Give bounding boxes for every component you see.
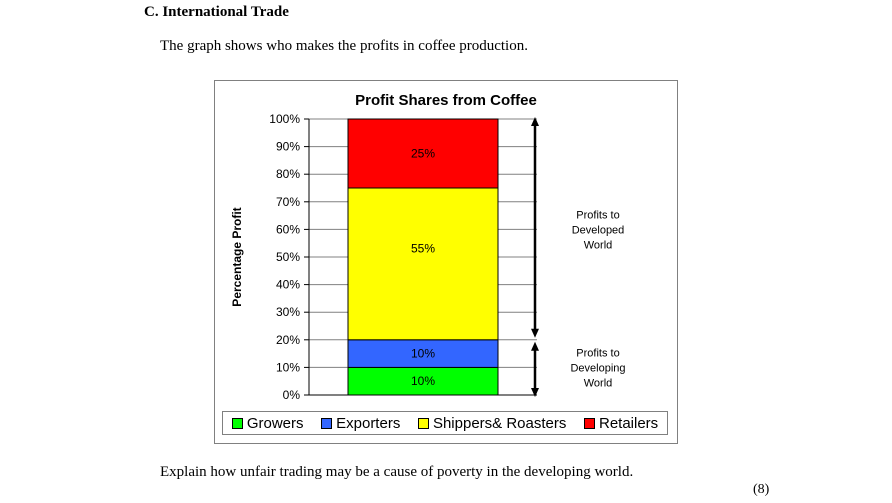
bar-segment-retailers [347, 118, 499, 189]
y-tick-label: 20% [276, 333, 300, 347]
arrow-head [531, 328, 539, 338]
y-tick-label: 80% [276, 167, 300, 181]
y-axis-label: Percentage Profit [230, 207, 244, 306]
y-tick-label: 100% [269, 112, 300, 126]
bar-segment-exporters [347, 339, 499, 368]
legend-item: Retailers [583, 414, 659, 432]
arrow-head [531, 117, 539, 126]
legend-item: Growers [231, 414, 304, 432]
y-tick-label: 40% [276, 278, 300, 292]
legend-swatch [583, 417, 595, 429]
legend-label: Growers [246, 414, 304, 432]
y-tick-label: 90% [276, 140, 300, 154]
annotation-text: World [584, 377, 613, 389]
y-tick-label: 10% [276, 360, 300, 374]
data-label-growers: 10% [411, 374, 435, 388]
legend-swatch [231, 417, 243, 429]
chart-legend: Growers Exporters Shippers& Roasters Retail… [222, 411, 668, 435]
data-label-exporters: 10% [411, 347, 435, 361]
legend-label: Shippers& Roasters [432, 414, 567, 432]
legend-label: Exporters [336, 414, 401, 432]
question-text: Explain how unfair trading may be a caus… [160, 464, 634, 480]
data-label-retailers: 25% [411, 147, 435, 161]
profit-shares-chart: Profit Shares from Coffee Percentage Prof… [214, 80, 678, 444]
legend-item: Exporters [321, 415, 400, 432]
section-heading: C. International Trade [144, 4, 289, 20]
legend-item: Shippers& Roasters [417, 414, 567, 432]
data-label-shippers-roasters: 55% [411, 242, 435, 256]
chart-plot: Profit Shares from Coffee Percentage Prof… [230, 92, 626, 402]
intro-text: The graph shows who makes the profits in… [160, 38, 528, 54]
annotation-text: World [584, 239, 613, 251]
bar-segment-growers [347, 366, 499, 396]
chart-title: Profit Shares from Coffee [355, 92, 537, 109]
legend-swatch [417, 417, 429, 429]
annotation-text: Profits to [576, 209, 619, 221]
annotation-text: Developed [572, 224, 625, 236]
bar-segment-shippers-roasters [347, 187, 499, 341]
legend-swatch [321, 417, 333, 429]
legend-label: Retailers [598, 414, 659, 432]
y-tick-label: 60% [276, 222, 300, 236]
y-tick-label: 50% [276, 250, 300, 264]
y-tick-label: 0% [283, 388, 301, 402]
annotation-text: Profits to [576, 347, 619, 359]
annotation-text: Developing [570, 362, 625, 374]
arrow-head [531, 341, 539, 351]
y-tick-label: 30% [276, 305, 300, 319]
marks-label: (8) [753, 482, 770, 497]
y-tick-label: 70% [276, 195, 300, 209]
arrow-head [531, 388, 539, 397]
